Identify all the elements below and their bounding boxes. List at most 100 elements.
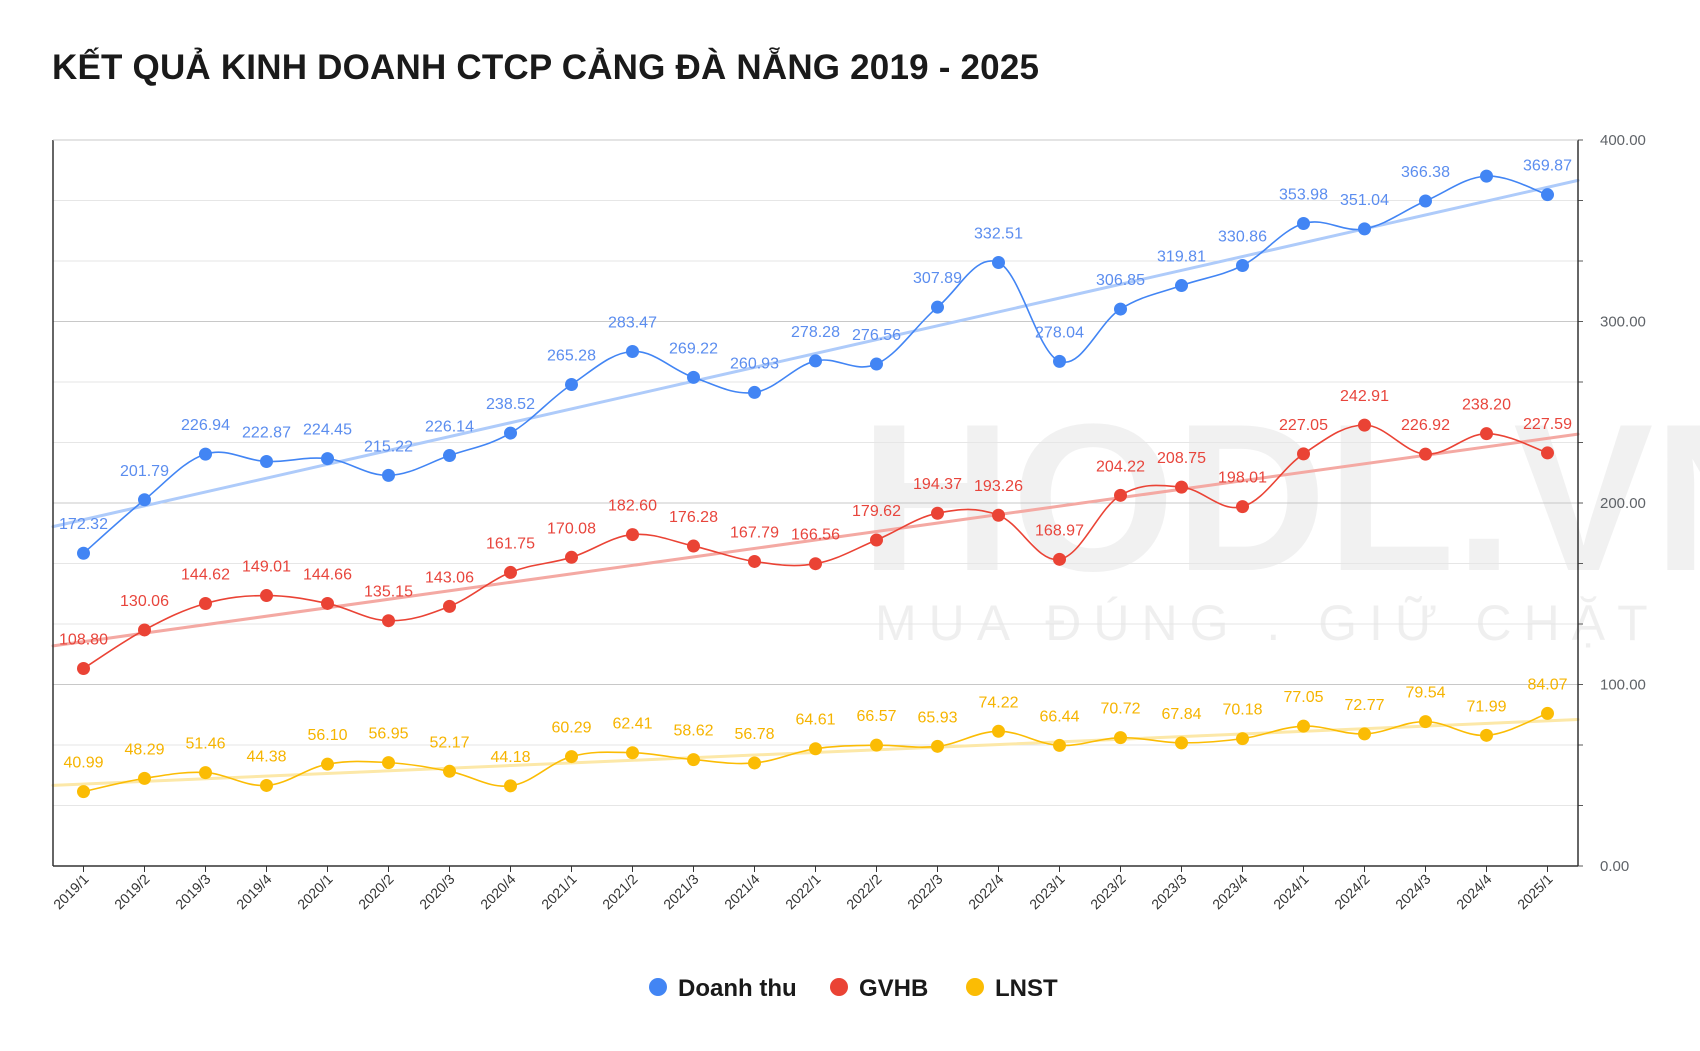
- watermark-slogan: MUA ĐÚNG . GIỮ CHẶT: [875, 595, 1660, 651]
- point-lnst: [77, 785, 90, 799]
- x-tick-label: 2019/4: [233, 871, 275, 913]
- data-label-gvhb: 144.66: [303, 566, 352, 583]
- point-lnst: [687, 753, 700, 767]
- data-label-doanh-thu: 172.32: [59, 516, 108, 533]
- data-label-gvhb: 227.05: [1279, 417, 1328, 434]
- point-doanh-thu: [1480, 169, 1493, 183]
- point-lnst: [1358, 727, 1371, 741]
- point-lnst: [1175, 736, 1188, 750]
- data-label-lnst: 77.05: [1283, 689, 1323, 706]
- point-doanh-thu: [199, 447, 212, 461]
- data-labels: 172.32 201.79 226.94 222.87 224.45 215.22 226.…: [59, 158, 1572, 772]
- trendline-doanh-thu: [51, 178, 1580, 529]
- x-tick-label: 2024/2: [1331, 871, 1373, 913]
- point-gvhb: [321, 596, 334, 610]
- data-label-gvhb: 168.97: [1035, 522, 1084, 539]
- x-tick-label: 2022/2: [843, 871, 885, 913]
- point-doanh-thu: [565, 378, 578, 392]
- point-gvhb: [1358, 418, 1371, 432]
- data-label-lnst: 52.17: [429, 734, 469, 751]
- data-label-doanh-thu: 265.28: [547, 348, 596, 365]
- data-label-gvhb: 108.80: [59, 632, 108, 649]
- data-label-doanh-thu: 276.56: [852, 327, 901, 344]
- x-tick-label: 2019/2: [111, 871, 153, 913]
- point-lnst: [260, 778, 273, 792]
- data-label-gvhb: 194.37: [913, 476, 962, 493]
- point-lnst: [1053, 738, 1066, 752]
- y-tick-label: 300.00: [1600, 314, 1646, 331]
- point-doanh-thu: [992, 255, 1005, 269]
- point-gvhb: [138, 623, 151, 637]
- point-doanh-thu: [443, 449, 456, 463]
- legend-marker-gvhb: [830, 978, 848, 996]
- point-gvhb: [443, 599, 456, 613]
- x-tick-label: 2021/2: [599, 871, 641, 913]
- data-label-lnst: 70.18: [1222, 702, 1262, 719]
- point-gvhb: [748, 554, 761, 568]
- data-label-doanh-thu: 369.87: [1523, 158, 1572, 175]
- point-lnst: [321, 757, 334, 771]
- data-label-lnst: 74.22: [978, 694, 1018, 711]
- data-label-gvhb: 170.08: [547, 520, 596, 537]
- point-gvhb: [626, 528, 639, 542]
- point-gvhb: [565, 550, 578, 564]
- x-tick-label: 2023/1: [1026, 871, 1068, 913]
- data-label-gvhb: 166.56: [791, 527, 840, 544]
- data-label-gvhb: 193.26: [974, 478, 1023, 495]
- data-label-gvhb: 143.06: [425, 569, 474, 586]
- data-label-lnst: 70.72: [1100, 701, 1140, 718]
- data-label-doanh-thu: 215.22: [364, 438, 413, 455]
- data-label-doanh-thu: 366.38: [1401, 164, 1450, 181]
- point-gvhb: [1175, 480, 1188, 494]
- x-tick-label: 2021/1: [538, 871, 580, 913]
- data-label-lnst: 40.99: [63, 755, 103, 772]
- point-gvhb: [77, 662, 90, 676]
- point-gvhb: [199, 597, 212, 611]
- point-doanh-thu: [77, 546, 90, 560]
- y-tick-label: 400.00: [1600, 132, 1646, 149]
- point-gvhb: [1236, 500, 1249, 514]
- legend-label-gvhb: GVHB: [859, 975, 928, 1002]
- data-label-doanh-thu: 201.79: [120, 463, 169, 480]
- point-lnst: [870, 738, 883, 752]
- data-label-gvhb: 198.01: [1218, 470, 1267, 487]
- data-label-lnst: 60.29: [551, 720, 591, 737]
- point-gvhb: [931, 506, 944, 520]
- point-lnst: [565, 750, 578, 764]
- x-tick-label: 2021/3: [660, 871, 702, 913]
- point-lnst: [382, 756, 395, 770]
- data-label-lnst: 51.46: [185, 736, 225, 753]
- data-label-doanh-thu: 269.22: [669, 340, 718, 357]
- x-tick-label: 2020/4: [477, 871, 519, 913]
- point-doanh-thu: [1175, 279, 1188, 293]
- point-doanh-thu: [1236, 258, 1249, 272]
- data-label-gvhb: 144.62: [181, 567, 230, 584]
- data-label-doanh-thu: 224.45: [303, 422, 352, 439]
- y-tick-label: 0.00: [1600, 858, 1629, 875]
- point-lnst: [1419, 715, 1432, 729]
- data-label-gvhb: 238.20: [1462, 397, 1511, 414]
- x-tick-label: 2024/4: [1453, 871, 1495, 913]
- data-label-gvhb: 149.01: [242, 559, 291, 576]
- data-label-lnst: 56.95: [368, 726, 408, 743]
- data-label-gvhb: 226.92: [1401, 417, 1450, 434]
- data-label-lnst: 71.99: [1466, 698, 1506, 715]
- x-tick-label: 2025/1: [1514, 871, 1556, 913]
- data-label-lnst: 44.38: [246, 748, 286, 765]
- point-gvhb: [1419, 447, 1432, 461]
- point-gvhb: [687, 539, 700, 553]
- data-label-doanh-thu: 351.04: [1340, 192, 1389, 209]
- data-label-lnst: 84.07: [1527, 676, 1567, 693]
- point-gvhb: [504, 565, 517, 579]
- x-tick-label: 2020/3: [416, 871, 458, 913]
- data-points: [77, 169, 1554, 799]
- legend: Doanh thu GVHB LNST: [649, 975, 1058, 1002]
- point-lnst: [199, 766, 212, 780]
- data-label-doanh-thu: 238.52: [486, 396, 535, 413]
- point-lnst: [1236, 732, 1249, 746]
- point-doanh-thu: [626, 345, 639, 359]
- x-tick-label: 2022/4: [965, 871, 1007, 913]
- point-doanh-thu: [748, 385, 761, 399]
- x-tick-label: 2023/3: [1148, 871, 1190, 913]
- y-tick-label: 100.00: [1600, 677, 1646, 694]
